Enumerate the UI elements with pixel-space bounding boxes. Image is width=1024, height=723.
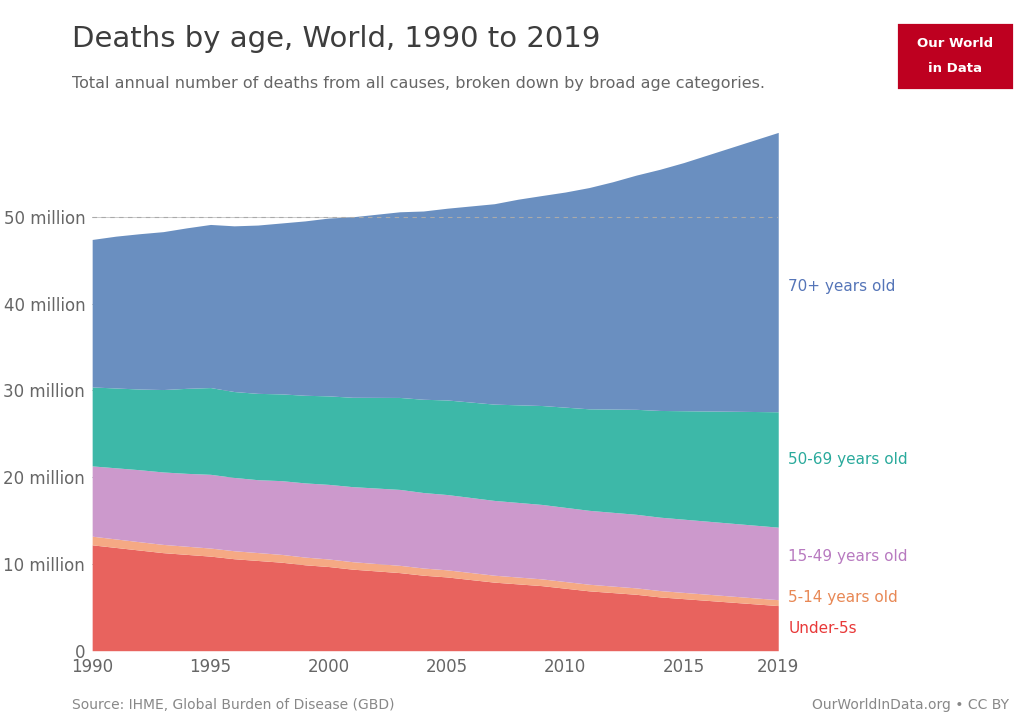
Text: 5-14 years old: 5-14 years old	[788, 590, 898, 605]
Text: Our World: Our World	[916, 37, 993, 50]
Text: 50-69 years old: 50-69 years old	[788, 453, 908, 467]
Text: 70+ years old: 70+ years old	[788, 279, 896, 294]
Text: in Data: in Data	[928, 62, 982, 75]
Text: Source: IHME, Global Burden of Disease (GBD): Source: IHME, Global Burden of Disease (…	[72, 698, 394, 712]
Text: Total annual number of deaths from all causes, broken down by broad age categori: Total annual number of deaths from all c…	[72, 76, 765, 91]
Text: 15-49 years old: 15-49 years old	[788, 549, 908, 565]
Text: Deaths by age, World, 1990 to 2019: Deaths by age, World, 1990 to 2019	[72, 25, 600, 54]
Text: OurWorldInData.org • CC BY: OurWorldInData.org • CC BY	[812, 698, 1009, 712]
Text: Under-5s: Under-5s	[788, 620, 857, 636]
